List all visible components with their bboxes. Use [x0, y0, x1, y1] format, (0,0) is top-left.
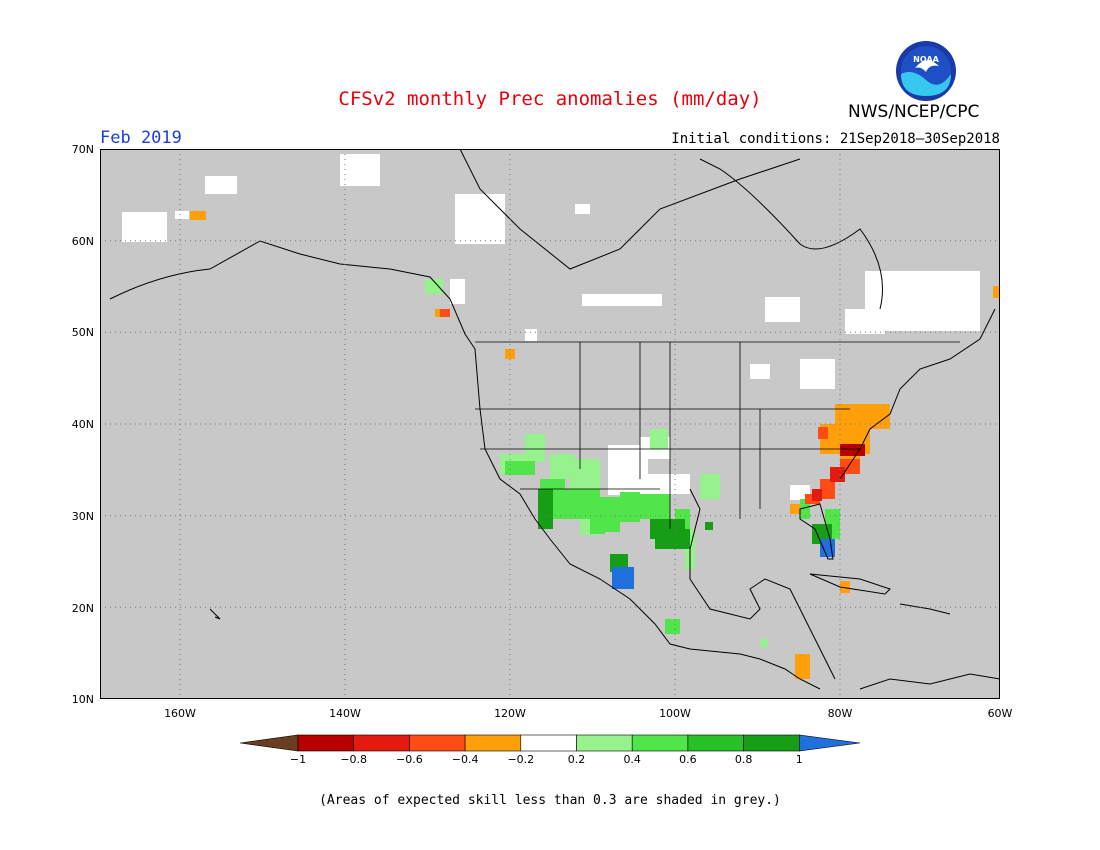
colorbar-below-min [240, 734, 299, 752]
forecast-period: Feb 2019 [100, 128, 182, 148]
agency-label: NWS/NCEP/CPC [848, 102, 980, 122]
map-frame [100, 149, 1000, 699]
colorbar-label: 0.8 [734, 753, 753, 766]
colorbar-label: 0.2 [567, 753, 586, 766]
colorbar-label: 0.4 [623, 753, 641, 766]
colorbar-label: −0.4 [451, 753, 479, 766]
skill-footnote: (Areas of expected skill less than 0.3 a… [319, 793, 781, 808]
state-borders [475, 341, 960, 529]
coastlines [109, 149, 1000, 690]
lon-label: 100W [659, 707, 691, 720]
gridlines [100, 149, 1000, 699]
negative-anomaly-strong [812, 467, 845, 501]
lat-label: 40N [71, 418, 94, 432]
lon-label: 80W [827, 707, 853, 720]
colorbar-bin [409, 734, 466, 752]
noaa-logo: NOAA [896, 41, 956, 101]
colorbar-bin [297, 734, 355, 752]
logo-text: NOAA [913, 55, 939, 64]
colorbar [240, 734, 861, 752]
colorbar-above-max [798, 734, 861, 752]
colorbar-bin [631, 734, 689, 752]
map-title: CFSv2 monthly Prec anomalies (mm/day) [338, 88, 762, 110]
colorbar-label: −1 [289, 753, 307, 766]
colorbar-bin [464, 734, 522, 752]
lon-label: 120W [494, 707, 526, 720]
colorbar-bin [576, 734, 633, 752]
negative-anomaly-extreme [840, 444, 865, 456]
colorbar-bin [520, 734, 577, 752]
colorbar-label: −0.6 [396, 753, 423, 766]
precip-anomaly-map [100, 149, 1000, 699]
colorbar-label: 1 [795, 753, 803, 766]
positive-anomaly-extreme [612, 539, 835, 589]
lon-label: 140W [329, 707, 361, 720]
lat-label: 70N [71, 143, 94, 156]
colorbar-bin [743, 734, 800, 752]
initial-conditions: Initial conditions: 21Sep2018–30Sep2018 [671, 131, 1000, 147]
lat-label: 60N [71, 234, 94, 248]
colorbar-label: 0.6 [679, 753, 697, 766]
colorbar-label: −0.8 [340, 753, 368, 766]
lat-label: 20N [71, 601, 94, 615]
colorbar-label: −0.2 [507, 753, 535, 766]
lon-label: 160W [164, 707, 196, 720]
colorbar-bin [353, 734, 410, 752]
colorbar-bin [687, 734, 744, 752]
lon-label: 60W [987, 707, 1013, 720]
lat-label: 30N [71, 509, 94, 523]
lat-label: 10N [71, 693, 94, 707]
lat-label: 50N [71, 326, 94, 340]
